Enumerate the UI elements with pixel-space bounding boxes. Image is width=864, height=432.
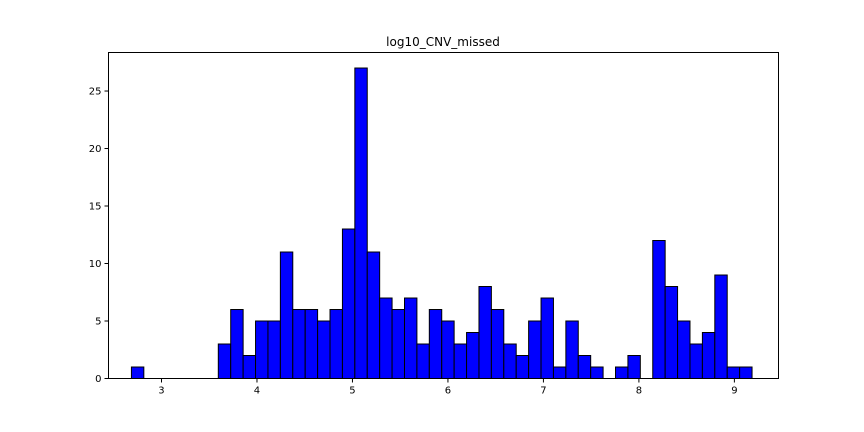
histogram-bar [552, 366, 567, 379]
histogram-bar [242, 355, 257, 379]
histogram-bar [652, 240, 666, 379]
x-tick-label: 8 [636, 386, 642, 397]
histogram-bar [478, 286, 492, 380]
x-tick-label: 9 [731, 386, 737, 397]
histogram-bar [404, 297, 418, 380]
histogram-bar [267, 320, 281, 379]
histogram-bar [329, 309, 343, 380]
histogram-bar [577, 355, 592, 379]
y-tick-label: 10 [89, 259, 102, 270]
histogram-bar [255, 320, 269, 379]
histogram-bar [391, 309, 405, 380]
histogram-bar [627, 355, 641, 379]
histogram-bar [304, 309, 319, 380]
y-axis: 0 5 10 15 20 25 [89, 87, 109, 385]
plot-frame [108, 52, 779, 379]
chart-title: log10_CNV_missed [386, 35, 500, 49]
histogram-bar [540, 297, 554, 380]
histogram-bar [279, 251, 294, 379]
histogram-bar [664, 286, 679, 380]
histogram-bar [701, 332, 716, 379]
histogram-bar [354, 67, 368, 380]
histogram-bar [615, 366, 629, 379]
y-tick-label: 5 [95, 317, 101, 328]
x-tick-label: 6 [445, 386, 451, 397]
histogram-bar [739, 366, 753, 379]
histogram-bar [441, 320, 455, 379]
histogram-bar [677, 320, 691, 379]
histogram-bar [528, 320, 542, 379]
histogram-bar [503, 343, 517, 379]
histogram-bar [379, 297, 393, 380]
x-axis: 3 4 5 6 7 8 9 [158, 378, 738, 397]
y-tick-label: 20 [89, 144, 102, 155]
y-tick-label: 25 [89, 87, 102, 98]
y-tick-label: 15 [89, 202, 102, 213]
x-tick-label: 4 [254, 386, 260, 397]
histogram-bar [217, 343, 232, 379]
histogram-bar [230, 309, 244, 380]
histogram-bar [490, 309, 505, 380]
histogram-bar [416, 343, 430, 379]
histogram-bar [366, 251, 381, 379]
x-tick-label: 3 [158, 386, 164, 397]
histogram-bar [130, 366, 145, 379]
histogram-bar [590, 366, 604, 379]
histogram-bar [466, 332, 480, 379]
histogram-bar [428, 309, 443, 380]
x-tick-label: 5 [349, 386, 355, 397]
bars-group [130, 67, 753, 380]
x-tick-label: 7 [540, 386, 546, 397]
histogram-bar [714, 274, 728, 380]
histogram-bar [292, 309, 306, 380]
histogram-bar [453, 343, 468, 379]
histogram-bar [317, 320, 331, 379]
histogram-bar [565, 320, 579, 379]
histogram-bar [726, 366, 741, 379]
y-tick-label: 0 [95, 374, 101, 385]
histogram-bar [515, 355, 530, 379]
histogram-bar [689, 343, 703, 379]
histogram-bar [341, 228, 356, 379]
